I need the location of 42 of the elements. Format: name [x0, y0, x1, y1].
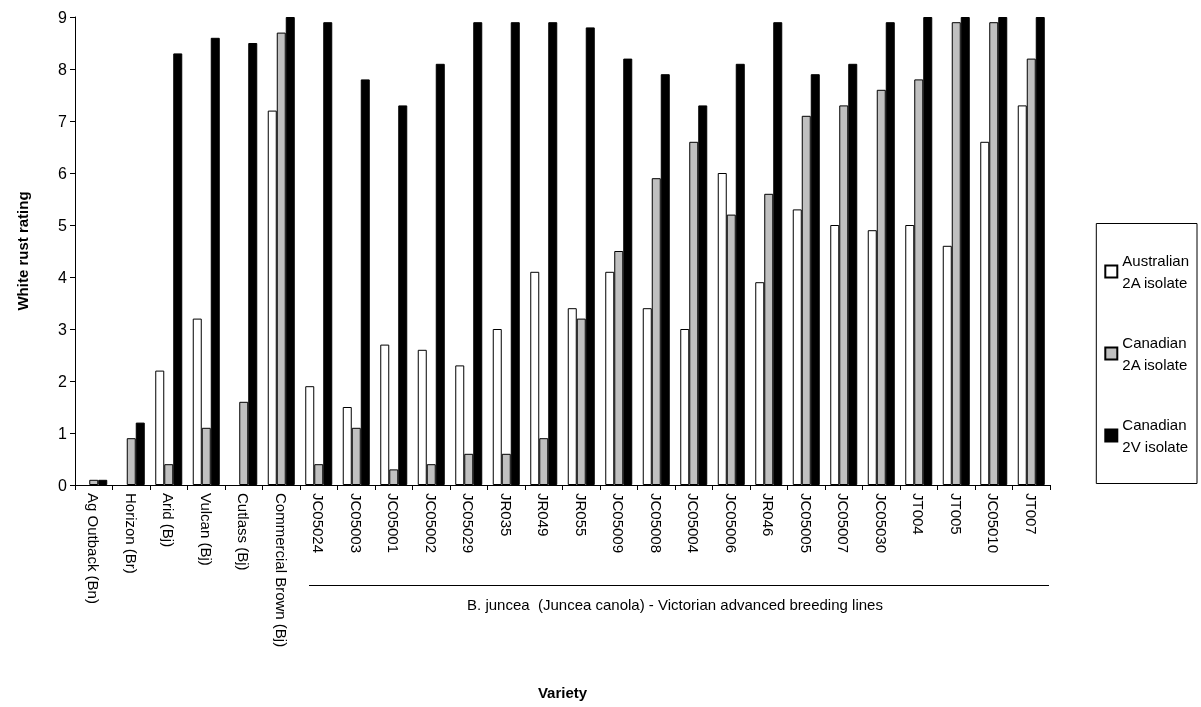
x-tick-label: JR035 [497, 493, 515, 537]
legend-label: Canadian 2A isolate [1122, 334, 1188, 373]
y-tick-label: 3 [58, 320, 68, 338]
y-tick-label: 8 [58, 60, 68, 78]
x-tick-label: JC05029 [460, 493, 478, 554]
x-tick-label: JT007 [1022, 493, 1040, 535]
x-tick-label: Vulcan (Bj) [197, 493, 215, 566]
x-tick-label: JC05005 [797, 493, 815, 554]
x-tick-label: Ag Outback (Bn) [85, 493, 103, 604]
y-tick-label: 1 [58, 424, 68, 442]
x-tick-label: Arid (Bj) [160, 493, 178, 548]
text: B. juncea (Juncea canola) - Victorian advanced breeding lines [467, 596, 883, 613]
x-tick-label: Cutlass (Bj) [235, 493, 253, 571]
y-tick-label: 7 [58, 112, 68, 130]
x-tick-label: JC05002 [422, 493, 440, 554]
legend-label: Canadian 2V isolate [1122, 416, 1189, 455]
x-tick-label: JC05006 [722, 493, 740, 554]
y-tick-label: 5 [58, 216, 68, 234]
x-axis-title: Variety [537, 684, 588, 701]
x-tick-label: JC05009 [610, 493, 628, 554]
x-tick-label: Commercial Brown (Bj) [272, 493, 290, 648]
x-tick-label: JR055 [572, 493, 590, 537]
x-tick-label: JC05024 [310, 493, 328, 554]
x-tick-label: JT004 [910, 493, 928, 535]
y-tick-label: 0 [58, 476, 68, 494]
x-tick-label: Horizon (Br) [122, 493, 140, 574]
x-tick-label: JC05010 [985, 493, 1003, 554]
x-tick-label: JC05008 [647, 493, 665, 554]
y-tick-label: 6 [58, 164, 68, 182]
x-tick-label: JC05001 [385, 493, 403, 554]
x-tick-label: JT005 [947, 493, 965, 535]
y-axis-title: White rust rating [14, 191, 31, 311]
x-tick-label: JC05007 [835, 493, 853, 554]
legend-label: Australian 2A isolate [1122, 252, 1189, 291]
x-tick-label: JC05030 [872, 493, 890, 554]
x-tick-label: JR046 [760, 493, 778, 537]
x-tick-label: JR049 [535, 493, 553, 537]
x-tick-label: JC05004 [685, 493, 703, 554]
y-tick-label: 4 [58, 268, 68, 286]
y-tick-label: 9 [58, 8, 68, 26]
y-tick-label: 2 [58, 372, 68, 390]
x-tick-label: JC05003 [347, 493, 365, 554]
